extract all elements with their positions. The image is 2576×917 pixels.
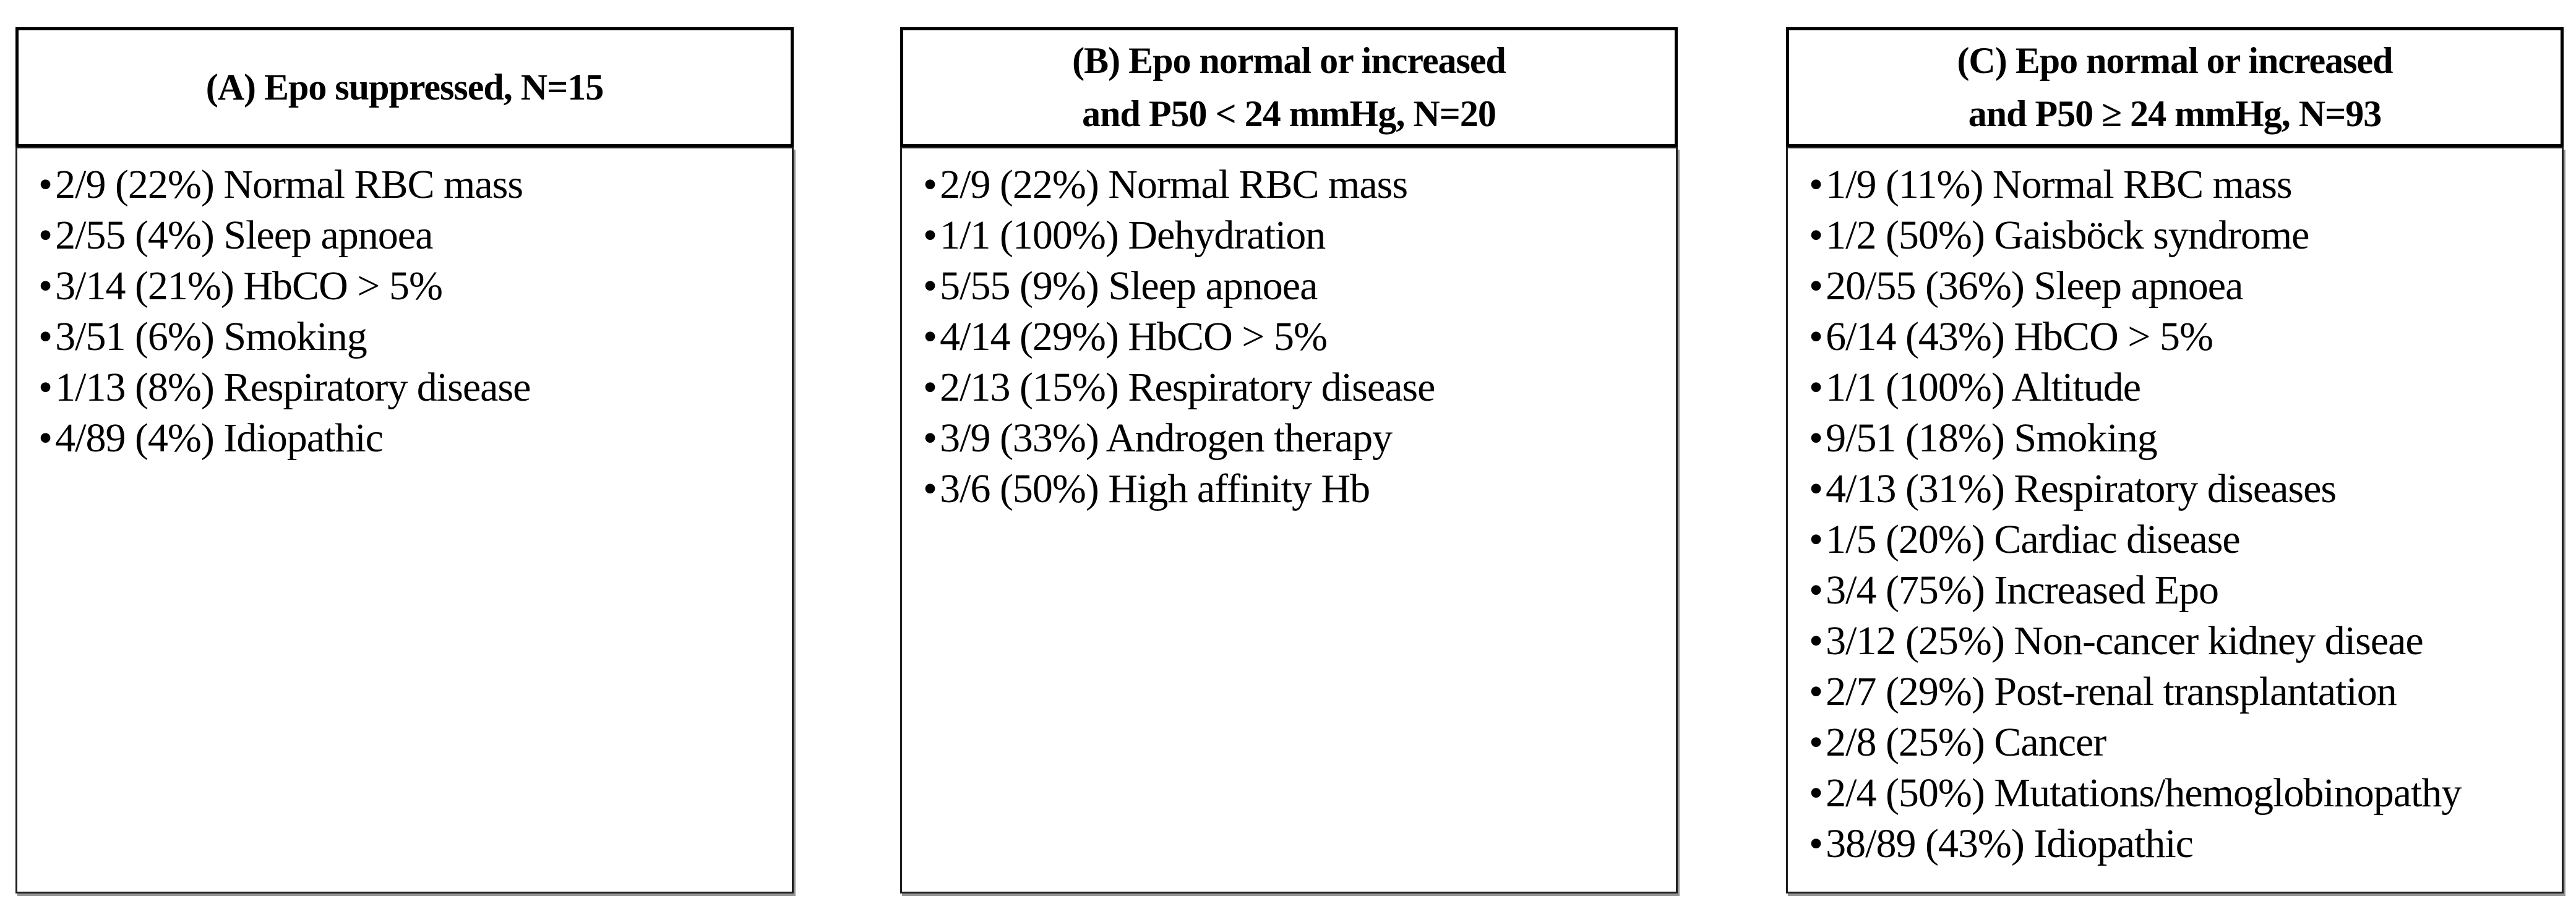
panel-c-header: (C) Epo normal or increased and P50 ≥ 24…	[1786, 27, 2564, 147]
list-item: • 4/89 (4%) Idiopathic	[38, 413, 782, 464]
list-item-text: 20/55 (36%) Sleep apnoea	[1826, 263, 2243, 309]
list-item: • 3/6 (50%) High affinity Hb	[923, 464, 1666, 514]
list-item: • 2/9 (22%) Normal RBC mass	[38, 160, 782, 210]
list-item: • 3/4 (75%) Increased Epo	[1809, 565, 2552, 616]
bullet-icon: •	[1809, 770, 1823, 816]
panel-a-body: • 2/9 (22%) Normal RBC mass • 2/55 (4%) …	[15, 147, 794, 894]
panel-c-title-line-1: (C) Epo normal or increased	[1957, 40, 2393, 81]
bullet-icon: •	[923, 466, 937, 511]
bullet-icon: •	[1809, 517, 1823, 562]
list-item-text: 1/1 (100%) Dehydration	[940, 213, 1326, 258]
list-item-text: 3/12 (25%) Non-cancer kidney diseae	[1826, 618, 2424, 663]
list-item: • 4/13 (31%) Respiratory diseases	[1809, 464, 2552, 514]
bullet-icon: •	[1809, 263, 1823, 309]
bullet-icon: •	[1809, 720, 1823, 765]
list-item: • 5/55 (9%) Sleep apnoea	[923, 261, 1666, 312]
bullet-icon: •	[1809, 821, 1823, 866]
list-item: • 3/51 (6%) Smoking	[38, 312, 782, 362]
bullet-icon: •	[38, 213, 53, 258]
list-item-text: 3/51 (6%) Smoking	[55, 314, 367, 359]
list-item: • 4/14 (29%) HbCO > 5%	[923, 312, 1666, 362]
list-item-text: 3/4 (75%) Increased Epo	[1826, 568, 2219, 613]
bullet-icon: •	[923, 162, 937, 207]
bullet-icon: •	[1809, 314, 1823, 359]
bullet-icon: •	[923, 263, 937, 309]
list-item: • 6/14 (43%) HbCO > 5%	[1809, 312, 2552, 362]
list-item-text: 2/9 (22%) Normal RBC mass	[940, 162, 1408, 207]
bullet-icon: •	[1809, 365, 1823, 410]
list-item: • 1/5 (20%) Cardiac disease	[1809, 514, 2552, 565]
bullet-icon: •	[1809, 568, 1823, 613]
bullet-icon: •	[923, 416, 937, 461]
bullet-icon: •	[1809, 618, 1823, 663]
list-item-text: 1/9 (11%) Normal RBC mass	[1826, 162, 2292, 207]
list-item: • 3/14 (21%) HbCO > 5%	[38, 261, 782, 312]
list-item-text: 6/14 (43%) HbCO > 5%	[1826, 314, 2213, 359]
list-item-text: 2/8 (25%) Cancer	[1826, 720, 2106, 765]
bullet-icon: •	[38, 416, 53, 461]
list-item: • 2/9 (22%) Normal RBC mass	[923, 160, 1666, 210]
panel-c-body: • 1/9 (11%) Normal RBC mass • 1/2 (50%) …	[1786, 147, 2564, 894]
list-item: • 2/13 (15%) Respiratory disease	[923, 362, 1666, 413]
bullet-icon: •	[923, 365, 937, 410]
panel-b-title-line-1: (B) Epo normal or increased	[1072, 40, 1506, 81]
list-item-text: 9/51 (18%) Smoking	[1826, 416, 2158, 461]
list-item: • 38/89 (43%) Idiopathic	[1809, 819, 2552, 869]
list-item-text: 2/4 (50%) Mutations/hemoglobinopathy	[1826, 770, 2462, 816]
list-item: • 3/12 (25%) Non-cancer kidney diseae	[1809, 616, 2552, 667]
list-item-text: 1/13 (8%) Respiratory disease	[55, 365, 531, 410]
list-item: • 1/13 (8%) Respiratory disease	[38, 362, 782, 413]
bullet-icon: •	[38, 162, 53, 207]
panel-a: (A) Epo suppressed, N=15 • 2/9 (22%) Nor…	[15, 27, 794, 894]
list-item-text: 1/5 (20%) Cardiac disease	[1826, 517, 2241, 562]
list-item: • 1/1 (100%) Altitude	[1809, 362, 2552, 413]
bullet-icon: •	[38, 314, 53, 359]
bullet-icon: •	[923, 213, 937, 258]
bullet-icon: •	[1809, 466, 1823, 511]
list-item-text: 4/14 (29%) HbCO > 5%	[940, 314, 1328, 359]
bullet-icon: •	[38, 263, 53, 309]
list-item: • 3/9 (33%) Androgen therapy	[923, 413, 1666, 464]
panel-a-header: (A) Epo suppressed, N=15	[15, 27, 794, 147]
list-item-text: 3/9 (33%) Androgen therapy	[940, 416, 1393, 461]
panel-b-body: • 2/9 (22%) Normal RBC mass • 1/1 (100%)…	[900, 147, 1678, 894]
bullet-icon: •	[923, 314, 937, 359]
list-item: • 1/9 (11%) Normal RBC mass	[1809, 160, 2552, 210]
list-item-text: 3/6 (50%) High affinity Hb	[940, 466, 1370, 511]
list-item: • 20/55 (36%) Sleep apnoea	[1809, 261, 2552, 312]
list-item-text: 2/55 (4%) Sleep apnoea	[55, 213, 433, 258]
list-item-text: 3/14 (21%) HbCO > 5%	[55, 263, 443, 309]
list-item: • 2/55 (4%) Sleep apnoea	[38, 210, 782, 261]
list-item: • 1/2 (50%) Gaisböck syndrome	[1809, 210, 2552, 261]
bullet-icon: •	[1809, 669, 1823, 714]
list-item: • 1/1 (100%) Dehydration	[923, 210, 1666, 261]
panel-b: (B) Epo normal or increased and P50 < 24…	[900, 27, 1678, 894]
list-item: • 9/51 (18%) Smoking	[1809, 413, 2552, 464]
bullet-icon: •	[1809, 213, 1823, 258]
list-item-text: 1/2 (50%) Gaisböck syndrome	[1826, 213, 2309, 258]
list-item: • 2/7 (29%) Post-renal transplantation	[1809, 667, 2552, 717]
list-item-text: 2/7 (29%) Post-renal transplantation	[1826, 669, 2397, 714]
panel-c: (C) Epo normal or increased and P50 ≥ 24…	[1786, 27, 2564, 894]
list-item: • 2/4 (50%) Mutations/hemoglobinopathy	[1809, 768, 2552, 819]
list-item-text: 5/55 (9%) Sleep apnoea	[940, 263, 1318, 309]
list-item-text: 2/9 (22%) Normal RBC mass	[55, 162, 523, 207]
list-item-text: 2/13 (15%) Respiratory disease	[940, 365, 1435, 410]
bullet-icon: •	[1809, 416, 1823, 461]
panel-b-title-line-2: and P50 < 24 mmHg, N=20	[1082, 93, 1496, 134]
list-item-text: 4/13 (31%) Respiratory diseases	[1826, 466, 2337, 511]
panel-c-title-line-2: and P50 ≥ 24 mmHg, N=93	[1968, 93, 2382, 134]
list-item: • 2/8 (25%) Cancer	[1809, 717, 2552, 768]
bullet-icon: •	[38, 365, 53, 410]
bullet-icon: •	[1809, 162, 1823, 207]
list-item-text: 4/89 (4%) Idiopathic	[55, 416, 384, 461]
list-item-text: 1/1 (100%) Altitude	[1826, 365, 2141, 410]
panel-b-header: (B) Epo normal or increased and P50 < 24…	[900, 27, 1678, 147]
list-item-text: 38/89 (43%) Idiopathic	[1826, 821, 2194, 866]
panel-a-title-line-1: (A) Epo suppressed, N=15	[205, 67, 604, 108]
